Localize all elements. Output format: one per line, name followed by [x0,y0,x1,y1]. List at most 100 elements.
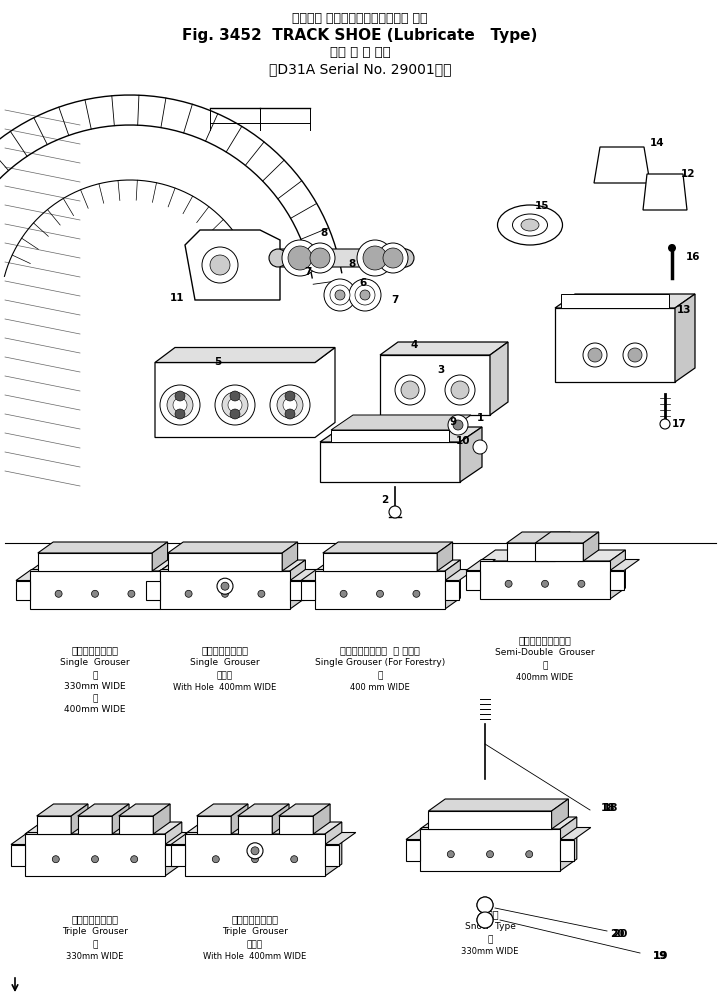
Text: With Hole  400mm WIDE: With Hole 400mm WIDE [173,683,277,692]
Circle shape [477,897,493,913]
Polygon shape [37,816,71,834]
Polygon shape [466,571,480,589]
Text: Single  Grouser: Single Grouser [190,658,260,667]
Circle shape [453,420,463,430]
Circle shape [413,590,420,597]
Circle shape [221,582,229,590]
Text: With Hole  400mm WIDE: With Hole 400mm WIDE [203,952,306,961]
Text: 7: 7 [392,295,399,305]
Text: 8: 8 [320,228,327,238]
Polygon shape [507,543,554,561]
Circle shape [247,843,263,859]
Polygon shape [445,580,459,599]
Polygon shape [160,570,190,580]
Polygon shape [197,816,231,834]
Polygon shape [279,804,330,816]
Text: 19: 19 [653,951,667,961]
Polygon shape [583,532,598,561]
Text: 330mm WIDE: 330mm WIDE [64,682,125,691]
Polygon shape [445,560,461,609]
Polygon shape [279,816,314,834]
Polygon shape [165,845,179,865]
Polygon shape [168,553,282,571]
Circle shape [360,290,370,300]
Circle shape [588,348,602,362]
Polygon shape [610,560,640,571]
Text: 穴あき: 穴あき [247,940,263,949]
Polygon shape [154,804,170,834]
Circle shape [526,851,533,858]
Polygon shape [185,822,342,834]
Circle shape [285,391,295,401]
Polygon shape [535,532,598,543]
Polygon shape [11,845,25,865]
Circle shape [92,856,99,863]
Polygon shape [197,804,248,816]
Circle shape [221,590,229,597]
Polygon shape [25,834,165,876]
Circle shape [623,343,647,367]
Ellipse shape [521,219,539,231]
Text: 14: 14 [650,138,664,148]
Text: 幅: 幅 [487,936,492,944]
Circle shape [401,381,419,399]
Polygon shape [155,347,335,437]
Circle shape [291,856,298,863]
Polygon shape [290,560,306,609]
Circle shape [349,279,381,311]
Polygon shape [160,571,290,609]
Polygon shape [420,817,577,829]
Circle shape [305,243,335,273]
Circle shape [230,391,240,401]
Text: 20: 20 [610,929,624,939]
Text: 5: 5 [214,357,221,367]
Circle shape [283,398,297,412]
Text: 幅: 幅 [377,671,383,680]
Circle shape [128,590,135,597]
Circle shape [355,285,375,305]
Circle shape [668,244,676,252]
Polygon shape [480,550,625,561]
Ellipse shape [497,205,562,245]
Polygon shape [165,822,182,876]
Text: トリプルグローサ: トリプルグローサ [71,914,118,924]
Polygon shape [37,542,167,553]
Polygon shape [273,804,289,834]
Polygon shape [535,543,583,561]
Polygon shape [323,553,437,571]
Circle shape [173,398,187,412]
Polygon shape [185,230,280,300]
Text: 400mm WIDE: 400mm WIDE [64,705,125,714]
Polygon shape [37,553,152,571]
Polygon shape [282,542,298,571]
Circle shape [541,580,549,587]
Circle shape [335,290,345,300]
Circle shape [230,409,240,419]
Polygon shape [71,804,88,834]
Polygon shape [466,560,495,571]
FancyBboxPatch shape [277,249,406,267]
Polygon shape [320,442,460,482]
Polygon shape [445,570,474,580]
Polygon shape [290,570,319,580]
Circle shape [282,240,318,276]
Circle shape [505,580,512,587]
Circle shape [477,897,493,913]
Circle shape [448,415,468,435]
Circle shape [212,856,219,863]
Polygon shape [231,804,248,834]
Circle shape [310,248,330,268]
Text: 11: 11 [169,293,185,303]
Circle shape [447,851,454,858]
Circle shape [185,590,192,597]
Circle shape [628,348,642,362]
Circle shape [389,506,401,518]
Text: 4: 4 [410,340,417,350]
Text: 幅: 幅 [92,940,97,949]
Circle shape [330,285,350,305]
Text: Semi-Double  Grouser: Semi-Double Grouser [495,648,595,657]
Text: シングルグローサ: シングルグローサ [201,645,249,655]
Circle shape [396,249,414,267]
Circle shape [258,590,265,597]
Polygon shape [552,799,568,829]
